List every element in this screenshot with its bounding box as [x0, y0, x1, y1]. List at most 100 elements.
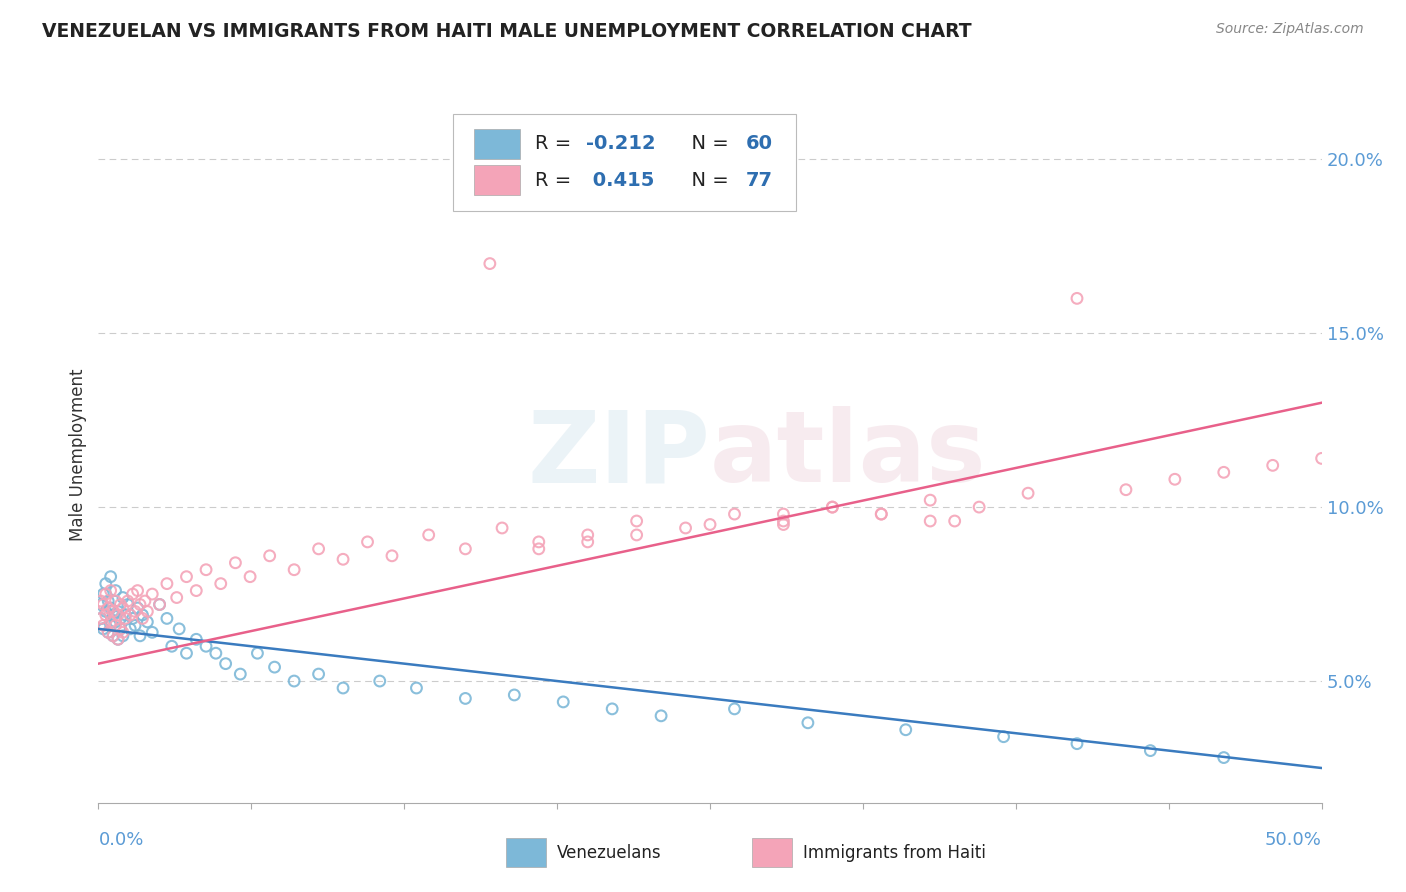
Bar	[474, 166, 520, 194]
Point	[870, 507, 893, 521]
Point	[110, 622, 132, 636]
Point	[100, 615, 122, 629]
Text: -0.212: -0.212	[586, 135, 657, 153]
Text: 60: 60	[745, 135, 772, 153]
Point	[107, 632, 129, 647]
Point	[101, 629, 124, 643]
Point	[224, 556, 246, 570]
Point	[127, 583, 149, 598]
Point	[308, 541, 330, 556]
Text: R =: R =	[536, 135, 578, 153]
Text: N =: N =	[679, 135, 735, 153]
Point	[176, 569, 198, 583]
Point	[90, 594, 112, 608]
Point	[160, 639, 183, 653]
Point	[195, 563, 218, 577]
Point	[104, 615, 127, 629]
Point	[239, 569, 262, 583]
Point	[149, 598, 172, 612]
Point	[675, 521, 697, 535]
Point	[101, 607, 124, 622]
Point	[104, 618, 127, 632]
Point	[214, 657, 236, 671]
Point	[209, 576, 232, 591]
Point	[91, 622, 114, 636]
Point	[527, 534, 550, 549]
Point	[111, 601, 134, 615]
Point	[107, 607, 129, 622]
Point	[141, 587, 163, 601]
Point	[94, 587, 117, 601]
Point	[97, 601, 120, 615]
Point	[195, 639, 218, 653]
Point	[121, 587, 143, 601]
Text: atlas: atlas	[710, 407, 987, 503]
Point	[127, 601, 149, 615]
Point	[136, 605, 159, 619]
Point	[205, 646, 228, 660]
Y-axis label: Male Unemployment: Male Unemployment	[69, 368, 87, 541]
Point	[381, 549, 404, 563]
Point	[797, 715, 820, 730]
Bar	[474, 129, 520, 159]
Point	[186, 583, 208, 598]
Point	[1212, 466, 1234, 480]
Point	[104, 594, 127, 608]
Point	[772, 514, 794, 528]
Point	[117, 594, 139, 608]
Point	[553, 695, 575, 709]
Point	[332, 552, 354, 566]
Point	[1212, 750, 1234, 764]
Point	[131, 611, 153, 625]
Point	[308, 667, 330, 681]
Point	[246, 646, 269, 660]
Point	[626, 514, 648, 528]
Point	[129, 598, 152, 612]
Point	[920, 514, 942, 528]
Point	[101, 629, 124, 643]
Point	[1066, 291, 1088, 305]
Point	[107, 605, 129, 619]
Text: ZIP: ZIP	[527, 407, 710, 503]
Point	[167, 622, 190, 636]
Point	[1139, 744, 1161, 758]
Point	[993, 730, 1015, 744]
Point	[156, 611, 179, 625]
Point	[124, 605, 146, 619]
Point	[259, 549, 281, 563]
Point	[111, 629, 134, 643]
Point	[1164, 472, 1187, 486]
Point	[90, 598, 112, 612]
Point	[129, 629, 152, 643]
Point	[920, 493, 942, 508]
Text: N =: N =	[679, 170, 735, 190]
Point	[1310, 451, 1333, 466]
Point	[166, 591, 188, 605]
Point	[114, 611, 136, 625]
Point	[576, 528, 599, 542]
Point	[100, 618, 122, 632]
Point	[229, 667, 252, 681]
Point	[156, 576, 179, 591]
Text: Source: ZipAtlas.com: Source: ZipAtlas.com	[1216, 22, 1364, 37]
Point	[120, 622, 142, 636]
Text: Immigrants from Haiti: Immigrants from Haiti	[803, 844, 986, 862]
Point	[283, 674, 305, 689]
Point	[821, 500, 844, 514]
Point	[1066, 737, 1088, 751]
Point	[100, 583, 122, 598]
Point	[111, 625, 134, 640]
FancyBboxPatch shape	[453, 114, 796, 211]
Point	[478, 256, 501, 270]
Point	[94, 607, 117, 622]
Point	[107, 632, 129, 647]
Point	[283, 563, 305, 577]
Point	[1261, 458, 1284, 473]
Point	[136, 615, 159, 629]
Point	[772, 507, 794, 521]
Point	[1115, 483, 1137, 497]
Point	[454, 541, 477, 556]
Point	[576, 534, 599, 549]
Point	[186, 632, 208, 647]
Point	[124, 618, 146, 632]
